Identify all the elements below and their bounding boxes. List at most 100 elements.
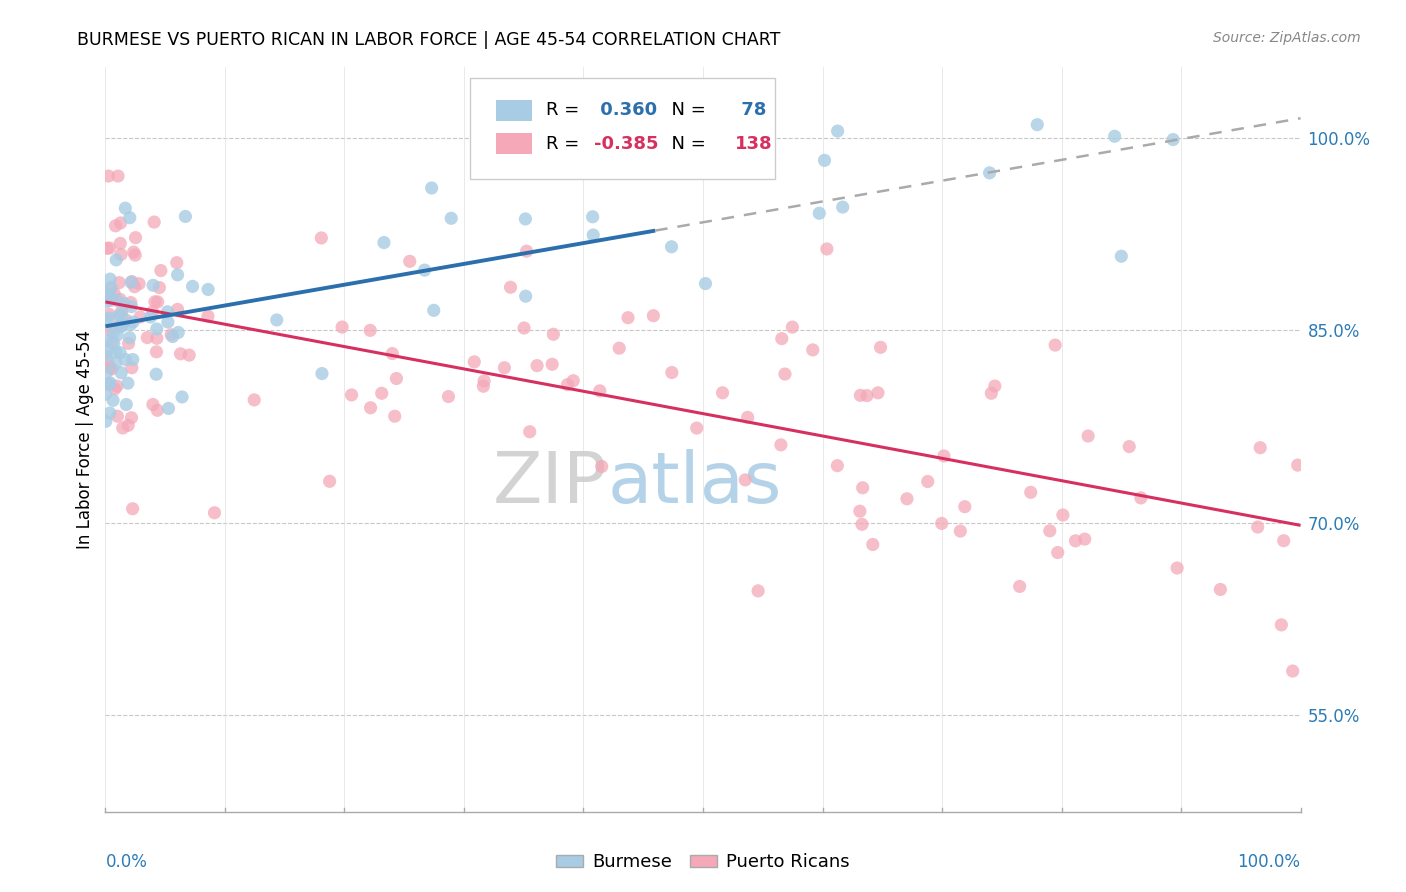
Point [108, 293, 131, 307]
Point [96, 354, 118, 368]
Point [770, 332, 793, 346]
Point [103, 286, 125, 301]
Point [661, 240, 683, 254]
Point [142, 305, 165, 319]
Point [562, 374, 585, 388]
Point [100, 324, 122, 338]
Point [617, 310, 640, 325]
Point [122, 245, 145, 260]
Point [124, 248, 146, 262]
Point [100, 281, 122, 295]
Point [100, 280, 122, 294]
Point [174, 210, 197, 224]
Point [1249, 441, 1271, 455]
Point [1043, 338, 1066, 352]
Point [146, 331, 169, 345]
Point [1161, 132, 1184, 146]
Point [101, 393, 124, 408]
Point [1209, 582, 1232, 597]
Point [607, 341, 630, 355]
Point [827, 458, 849, 473]
Point [589, 384, 612, 398]
Point [869, 340, 891, 354]
Point [145, 322, 167, 336]
Point [129, 310, 152, 324]
Point [472, 374, 495, 388]
Point [582, 210, 605, 224]
Point [169, 347, 191, 361]
Text: -0.385: -0.385 [595, 135, 659, 153]
Point [815, 242, 838, 256]
Point [107, 409, 129, 424]
Point [519, 425, 541, 439]
Point [117, 336, 139, 351]
Point [866, 385, 889, 400]
Point [398, 254, 420, 268]
Point [949, 524, 972, 538]
Point [96, 241, 118, 255]
Point [108, 276, 131, 290]
Point [145, 368, 167, 382]
Point [1077, 429, 1099, 443]
Point [166, 256, 188, 270]
Point [1272, 533, 1295, 548]
Point [1281, 664, 1303, 678]
Text: ZIP: ZIP [494, 450, 607, 518]
Point [105, 379, 128, 393]
Text: R =: R = [547, 135, 585, 153]
Point [96, 313, 118, 327]
Point [115, 397, 138, 411]
Point [440, 211, 463, 226]
Point [108, 318, 131, 332]
Point [156, 315, 179, 329]
Point [103, 336, 125, 351]
Point [149, 263, 172, 277]
Point [243, 392, 266, 407]
Point [711, 385, 734, 400]
Point [541, 357, 564, 371]
Point [849, 504, 872, 518]
Point [543, 327, 565, 342]
Point [849, 388, 872, 402]
Point [422, 303, 444, 318]
Point [831, 200, 853, 214]
Point [813, 153, 835, 168]
Point [1008, 579, 1031, 593]
Point [112, 296, 135, 310]
Point [340, 388, 363, 402]
Point [105, 327, 128, 342]
Point [120, 410, 142, 425]
Point [105, 293, 128, 308]
Point [862, 537, 884, 551]
Y-axis label: In Labor Force | Age 45-54: In Labor Force | Age 45-54 [76, 330, 94, 549]
Point [413, 263, 436, 277]
Point [851, 517, 873, 532]
Point [121, 501, 143, 516]
Text: 0.360: 0.360 [595, 101, 658, 120]
Point [734, 473, 756, 487]
Point [111, 421, 134, 435]
Text: Source: ZipAtlas.com: Source: ZipAtlas.com [1213, 31, 1361, 45]
Point [359, 323, 381, 337]
Point [827, 124, 849, 138]
Point [100, 290, 122, 304]
Point [515, 211, 537, 226]
Point [98, 307, 121, 321]
Point [373, 235, 395, 250]
Point [98, 360, 121, 375]
Point [311, 367, 333, 381]
Point [142, 397, 165, 411]
Text: 138: 138 [735, 135, 773, 153]
Point [118, 331, 141, 345]
Point [107, 169, 129, 183]
Point [114, 352, 136, 367]
Point [98, 272, 121, 286]
Point [139, 310, 162, 324]
Point [420, 181, 443, 195]
Point [120, 300, 142, 314]
Point [128, 277, 150, 291]
Point [896, 491, 918, 506]
Point [782, 320, 804, 334]
Point [157, 401, 180, 416]
Point [143, 294, 166, 309]
